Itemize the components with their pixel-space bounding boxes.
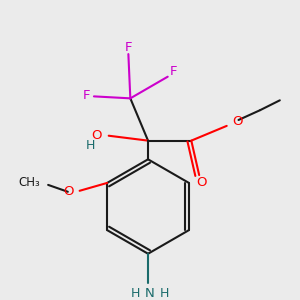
Text: O: O bbox=[63, 185, 74, 198]
Text: H: H bbox=[160, 286, 169, 300]
Text: F: F bbox=[170, 65, 177, 78]
Text: F: F bbox=[82, 89, 90, 102]
Text: CH₃: CH₃ bbox=[19, 176, 40, 189]
Text: O: O bbox=[91, 129, 102, 142]
Text: F: F bbox=[124, 41, 132, 54]
Text: O: O bbox=[196, 176, 206, 189]
Text: H: H bbox=[85, 139, 95, 152]
Text: H: H bbox=[131, 286, 140, 300]
Text: O: O bbox=[232, 116, 243, 128]
Text: N: N bbox=[145, 286, 155, 300]
